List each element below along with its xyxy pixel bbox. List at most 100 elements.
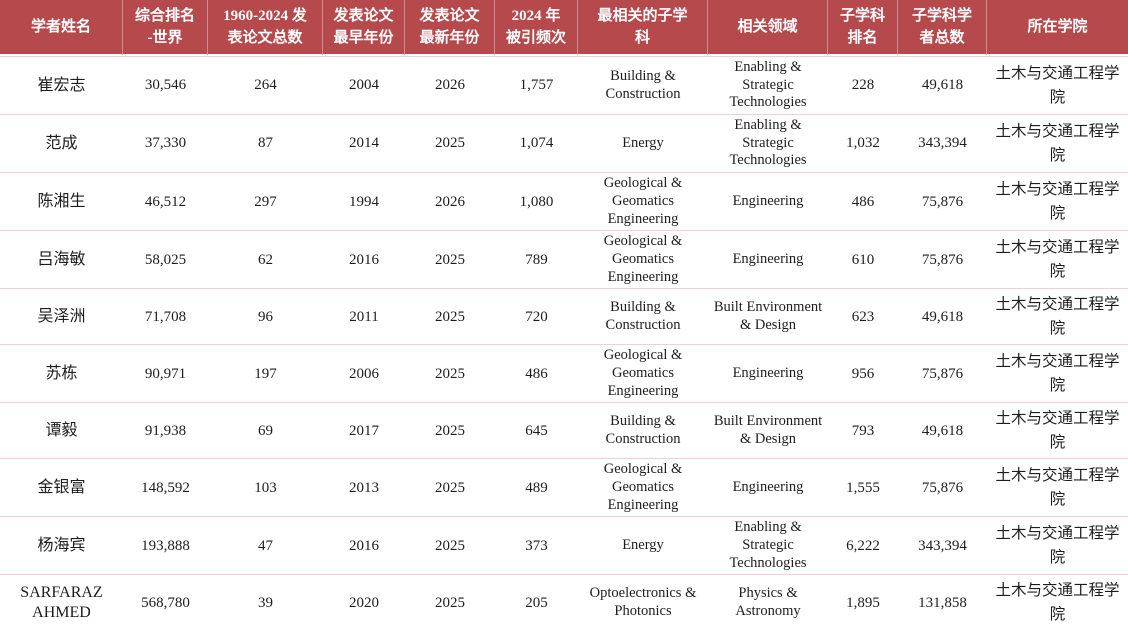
cell-subdiscipline: Building & Construction	[578, 288, 708, 344]
cell-latest-year: 2025	[405, 574, 495, 624]
column-header-total-papers: 1960-2024 发 表论文总数	[208, 0, 323, 56]
table-row: 苏栋 90,971 197 2006 2025 486 Geological & Geoma…	[0, 344, 1128, 402]
cell-name: 吴泽洲	[0, 288, 123, 344]
cell-field: Physics & Astronomy	[708, 574, 828, 624]
table-row: 杨海宾 193,888 47 2016 2025 373 Energy Enabling & …	[0, 516, 1128, 574]
table-row: 金银富 148,592 103 2013 2025 489 Geological & Geo…	[0, 458, 1128, 516]
cell-college: 土木与交通工程学院	[987, 516, 1128, 574]
cell-name: 陈湘生	[0, 172, 123, 230]
cell-world-rank: 91,938	[123, 402, 208, 458]
cell-name: SARFARAZ AHMED	[0, 574, 123, 624]
cell-citations-2024: 486	[495, 344, 578, 402]
cell-subdiscipline-rank: 956	[828, 344, 898, 402]
cell-college: 土木与交通工程学院	[987, 56, 1128, 114]
cell-world-rank: 193,888	[123, 516, 208, 574]
cell-college: 土木与交通工程学院	[987, 344, 1128, 402]
cell-name: 金银富	[0, 458, 123, 516]
cell-total-papers: 103	[208, 458, 323, 516]
cell-subdiscipline-scholars: 49,618	[898, 56, 987, 114]
column-header-subdiscipline-rank: 子学科 排名	[828, 0, 898, 56]
cell-subdiscipline-rank: 1,555	[828, 458, 898, 516]
table-body: 崔宏志 30,546 264 2004 2026 1,757 Building & Cons…	[0, 56, 1128, 624]
cell-subdiscipline: Geological & Geomatics Engineering	[578, 172, 708, 230]
cell-name: 范成	[0, 114, 123, 172]
cell-latest-year: 2025	[405, 114, 495, 172]
cell-world-rank: 58,025	[123, 230, 208, 288]
cell-field: Engineering	[708, 172, 828, 230]
cell-subdiscipline-rank: 1,895	[828, 574, 898, 624]
cell-earliest-year: 2016	[323, 516, 405, 574]
cell-latest-year: 2026	[405, 56, 495, 114]
table-row: 范成 37,330 87 2014 2025 1,074 Energy Enabling & …	[0, 114, 1128, 172]
cell-citations-2024: 373	[495, 516, 578, 574]
cell-name: 杨海宾	[0, 516, 123, 574]
cell-field: Enabling & Strategic Technologies	[708, 516, 828, 574]
cell-citations-2024: 720	[495, 288, 578, 344]
cell-citations-2024: 205	[495, 574, 578, 624]
cell-citations-2024: 1,080	[495, 172, 578, 230]
cell-subdiscipline: Geological & Geomatics Engineering	[578, 230, 708, 288]
cell-name: 谭毅	[0, 402, 123, 458]
column-header-college: 所在学院	[987, 0, 1128, 56]
cell-college: 土木与交通工程学院	[987, 230, 1128, 288]
cell-citations-2024: 645	[495, 402, 578, 458]
cell-total-papers: 297	[208, 172, 323, 230]
cell-earliest-year: 2016	[323, 230, 405, 288]
cell-total-papers: 69	[208, 402, 323, 458]
cell-college: 土木与交通工程学院	[987, 402, 1128, 458]
cell-subdiscipline-scholars: 75,876	[898, 344, 987, 402]
cell-earliest-year: 2017	[323, 402, 405, 458]
cell-subdiscipline: Building & Construction	[578, 56, 708, 114]
cell-citations-2024: 1,074	[495, 114, 578, 172]
cell-field: Engineering	[708, 230, 828, 288]
cell-subdiscipline-scholars: 49,618	[898, 402, 987, 458]
cell-field: Engineering	[708, 458, 828, 516]
cell-field: Enabling & Strategic Technologies	[708, 114, 828, 172]
cell-subdiscipline-scholars: 75,876	[898, 458, 987, 516]
cell-subdiscipline-scholars: 49,618	[898, 288, 987, 344]
cell-citations-2024: 1,757	[495, 56, 578, 114]
cell-field: Enabling & Strategic Technologies	[708, 56, 828, 114]
cell-subdiscipline-rank: 793	[828, 402, 898, 458]
cell-subdiscipline-rank: 228	[828, 56, 898, 114]
cell-total-papers: 39	[208, 574, 323, 624]
column-header-field: 相关领域	[708, 0, 828, 56]
cell-subdiscipline-scholars: 75,876	[898, 230, 987, 288]
cell-world-rank: 148,592	[123, 458, 208, 516]
cell-subdiscipline-scholars: 343,394	[898, 114, 987, 172]
cell-subdiscipline: Geological & Geomatics Engineering	[578, 458, 708, 516]
table-row: 吴泽洲 71,708 96 2011 2025 720 Building & Constru…	[0, 288, 1128, 344]
cell-subdiscipline-scholars: 75,876	[898, 172, 987, 230]
cell-subdiscipline-rank: 623	[828, 288, 898, 344]
cell-subdiscipline: Optoelectronics & Photonics	[578, 574, 708, 624]
cell-subdiscipline: Geological & Geomatics Engineering	[578, 344, 708, 402]
cell-total-papers: 96	[208, 288, 323, 344]
cell-earliest-year: 2014	[323, 114, 405, 172]
cell-college: 土木与交通工程学院	[987, 288, 1128, 344]
cell-citations-2024: 789	[495, 230, 578, 288]
cell-field: Engineering	[708, 344, 828, 402]
column-header-latest-year: 发表论文 最新年份	[405, 0, 495, 56]
cell-earliest-year: 2004	[323, 56, 405, 114]
column-header-name: 学者姓名	[0, 0, 123, 56]
table-row: SARFARAZ AHMED 568,780 39 2020 2025 205 Optoel…	[0, 574, 1128, 624]
cell-latest-year: 2025	[405, 288, 495, 344]
cell-latest-year: 2026	[405, 172, 495, 230]
cell-total-papers: 264	[208, 56, 323, 114]
cell-name: 崔宏志	[0, 56, 123, 114]
cell-subdiscipline-scholars: 343,394	[898, 516, 987, 574]
cell-total-papers: 47	[208, 516, 323, 574]
cell-total-papers: 87	[208, 114, 323, 172]
column-header-subdiscipline: 最相关的子学 科	[578, 0, 708, 56]
cell-earliest-year: 2011	[323, 288, 405, 344]
cell-total-papers: 62	[208, 230, 323, 288]
cell-earliest-year: 2006	[323, 344, 405, 402]
cell-world-rank: 90,971	[123, 344, 208, 402]
cell-citations-2024: 489	[495, 458, 578, 516]
table-header-row: 学者姓名 综合排名 -世界 1960-2024 发 表论文总数 发表论文 最早年份 发表…	[0, 0, 1128, 56]
cell-name: 吕海敏	[0, 230, 123, 288]
cell-field: Built Environment & Design	[708, 288, 828, 344]
table-header: 学者姓名 综合排名 -世界 1960-2024 发 表论文总数 发表论文 最早年份 发表…	[0, 0, 1128, 56]
table-row: 吕海敏 58,025 62 2016 2025 789 Geological & Geoma…	[0, 230, 1128, 288]
